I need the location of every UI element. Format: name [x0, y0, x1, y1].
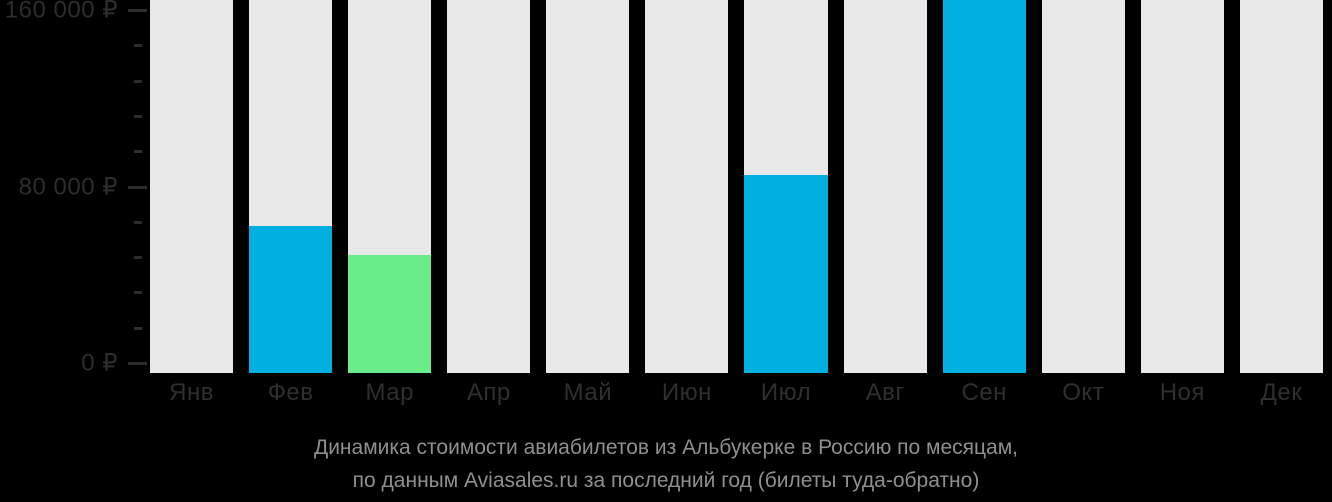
y-major-tick-80000 — [128, 185, 147, 189]
x-axis-label-nov: Ноя — [1159, 379, 1205, 406]
bar-columns — [150, 0, 1323, 373]
chart-caption: Динамика стоимости авиабилетов из Альбук… — [0, 431, 1332, 497]
price-bar-jul — [744, 175, 828, 373]
column-jul — [744, 0, 828, 373]
column-sep — [942, 0, 1026, 373]
column-aug — [843, 0, 927, 373]
column-feb — [249, 0, 333, 373]
y-minor-tick-144000 — [134, 44, 142, 48]
y-minor-tick-16000 — [134, 326, 142, 330]
y-major-tick-0 — [128, 362, 147, 365]
y-minor-tick-48000 — [134, 256, 142, 260]
y-axis-label-80000: 80 000 ₽ — [18, 173, 118, 200]
x-axis-label-jun: Июн — [661, 379, 712, 406]
y-minor-tick-112000 — [134, 114, 142, 118]
column-mar — [348, 0, 432, 373]
x-axis-label-feb: Фев — [267, 379, 314, 406]
column-nov — [1140, 0, 1224, 373]
column-apr — [447, 0, 531, 373]
chart-title: Динамика стоимости авиабилетов из Альбук… — [313, 436, 1019, 459]
x-axis-label-may: Май — [563, 379, 613, 406]
y-minor-tick-128000 — [134, 79, 142, 83]
x-axis-label-jan: Янв — [169, 379, 214, 406]
y-axis-label-160000: 160 000 ₽ — [4, 0, 118, 24]
y-minor-tick-96000 — [134, 150, 142, 154]
y-major-tick-160000 — [128, 9, 147, 12]
column-may — [546, 0, 630, 373]
x-axis-label-aug: Авг — [865, 379, 905, 406]
x-axis-label-jul: Июл — [760, 379, 812, 406]
column-jun — [645, 0, 729, 373]
y-axis-label-0: 0 ₽ — [81, 349, 118, 377]
x-axis-label-apr: Апр — [466, 379, 511, 406]
price-bar-sep — [942, 0, 1026, 373]
price-by-month-chart: 0 ₽ 80 000 ₽ 160 000 ₽ — [4, 0, 1323, 377]
y-minor-tick-64000 — [134, 220, 142, 224]
x-axis-month-labels: Янв Фев Мар Апр Май Июн Июл Авг Сен Окт Ноя Дек — [150, 377, 1323, 409]
column-dec — [1239, 0, 1323, 373]
y-minor-tick-32000 — [134, 291, 142, 295]
price-bar-mar — [348, 254, 432, 373]
x-axis-label-oct: Окт — [1062, 379, 1105, 406]
chart-subtitle: по данным Aviasales.ru за последний год … — [352, 469, 980, 492]
x-axis-label-dec: Дек — [1260, 379, 1303, 406]
price-bar-feb — [249, 226, 333, 373]
column-jan — [150, 0, 234, 373]
x-axis-label-sep: Сен — [961, 379, 1007, 406]
column-oct — [1041, 0, 1125, 373]
x-axis-label-mar: Мар — [365, 379, 414, 406]
